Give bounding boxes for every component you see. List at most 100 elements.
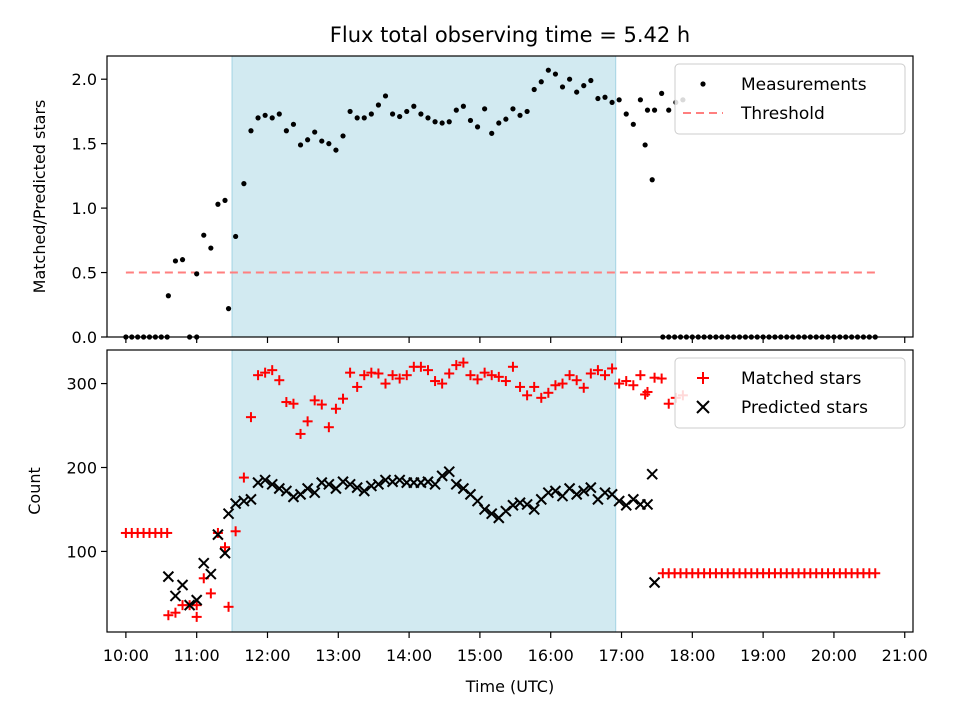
predicted-star-point [549, 485, 562, 497]
predicted-star-point [183, 599, 196, 611]
measurement-point [347, 108, 353, 115]
predicted-star-stroke [238, 495, 250, 507]
measurement-point [482, 106, 488, 112]
x-tick-label: 19:00 [740, 646, 786, 665]
x-tick-label: 17:00 [598, 646, 644, 665]
measurement-point [165, 293, 171, 299]
y-tick-label: 300 [66, 375, 97, 394]
predicted-star-stroke [219, 547, 231, 559]
matched-star-point [592, 365, 603, 376]
predicted-star-stroke [301, 482, 314, 495]
matched-star-point [373, 368, 384, 379]
measurement-point [418, 111, 424, 117]
matched-star-point [316, 399, 327, 410]
predicted-star-stroke [280, 485, 293, 497]
predicted-star-stroke [372, 478, 385, 490]
predicted-star-stroke [507, 499, 519, 511]
matched-star-point [295, 428, 306, 439]
predicted-star-point [443, 465, 455, 478]
matched-star-point [245, 412, 256, 423]
top-panel: 0.0 0.5 1.0 1.5 2.0 Matched/Predicted stars Me… [30, 55, 914, 347]
predicted-star-point [436, 470, 448, 482]
measurement-point [361, 115, 367, 121]
predicted-star-stroke [457, 482, 470, 495]
measurement-point [566, 76, 573, 82]
matched-star-point [663, 398, 674, 409]
predicted-star-stroke [176, 579, 189, 591]
predicted-star-point [578, 485, 590, 497]
matched-star-point [529, 381, 540, 392]
legend-label: Predicted stars [741, 398, 868, 418]
matched-star-point [607, 363, 618, 374]
predicted-star-point [176, 579, 189, 591]
matched-star-point [359, 370, 370, 381]
predicted-star-stroke [252, 476, 264, 489]
x-tick-label: 15:00 [457, 646, 503, 665]
y-axis-label: Count [25, 467, 44, 515]
predicted-star-point [287, 491, 300, 503]
predicted-star-point [162, 570, 175, 583]
predicted-star-stroke [308, 486, 321, 499]
predicted-star-stroke [273, 482, 285, 495]
predicted-star-point [450, 478, 463, 490]
legend: Matched stars Predicted stars [674, 357, 906, 429]
legend-marker [696, 400, 710, 414]
measurement-point [666, 107, 672, 113]
matched-star-point [191, 600, 202, 611]
matched-star-point [564, 370, 575, 381]
y-axis-label: Matched/Predicted stars [30, 100, 49, 294]
predicted-star-stroke [613, 495, 625, 507]
predicted-star-point [266, 478, 278, 490]
predicted-star-point [259, 474, 271, 486]
measurement-point [255, 115, 261, 121]
predicted-star-stroke [205, 568, 217, 580]
matched-star-point [585, 368, 596, 379]
measurement-point [581, 83, 587, 89]
predicted-star-stroke [478, 503, 491, 516]
predicted-star-point [507, 499, 519, 511]
matched-star-point [163, 610, 174, 621]
matched-star-point [614, 378, 625, 389]
measurement-point [460, 103, 466, 109]
predicted-star-point [301, 482, 314, 495]
measurement-point [503, 116, 509, 122]
measurement-point [630, 121, 636, 127]
matched-star-point [309, 395, 320, 406]
x-axis-label: Time (UTC) [465, 677, 554, 696]
predicted-star-stroke [646, 468, 658, 480]
measurement-point [397, 113, 403, 120]
matched-star-point [330, 403, 341, 414]
matched-star-point [640, 389, 651, 400]
measurement-point [425, 115, 431, 121]
matched-star-point [571, 375, 582, 386]
predicted-star-stroke [471, 495, 484, 507]
matched-star-point [493, 371, 504, 382]
measurement-point [588, 77, 594, 84]
predicted-star-point [393, 474, 406, 486]
x-tick-label: 11:00 [174, 646, 220, 665]
matched-star-point [223, 601, 234, 612]
measurement-point [637, 97, 643, 103]
matched-star-point [486, 370, 497, 381]
matched-star-point [578, 382, 589, 393]
predicted-star-stroke [190, 594, 203, 606]
measurement-point [602, 94, 608, 100]
predicted-star-point [222, 507, 235, 520]
predicted-star-stroke [183, 599, 196, 611]
predicted-star-point [212, 528, 224, 541]
predicted-star-point [613, 495, 625, 507]
x-tick-label: 14:00 [386, 646, 432, 665]
predicted-star-point [358, 485, 370, 497]
legend-box [674, 357, 906, 429]
predicted-star-point [486, 507, 498, 520]
measurement-point [538, 79, 544, 85]
measurement-point [319, 138, 325, 144]
predicted-star-point [229, 497, 242, 510]
y-tick-label: 100 [66, 542, 97, 561]
matched-star-point [387, 370, 398, 381]
bottom-panel: 100 200 300 10:00 11:00 12:00 13:00 14:00 15:00 1… [25, 349, 928, 696]
matched-star-point [345, 367, 356, 378]
measurement-point [225, 306, 232, 312]
matched-star-point [422, 365, 433, 376]
